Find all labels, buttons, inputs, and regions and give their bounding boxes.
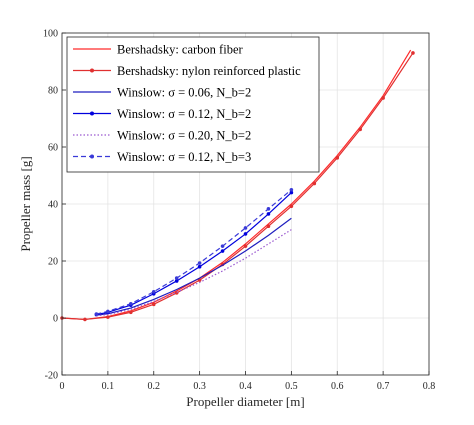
series-point-1: [266, 224, 271, 229]
y-axis-label: Propeller mass [g]: [18, 156, 33, 251]
x-tick-label: 0.8: [423, 381, 436, 392]
series-point-5: [266, 207, 271, 211]
legend-box: [66, 36, 320, 173]
series-point-5: [106, 309, 110, 314]
series-line-5: [96, 189, 292, 315]
x-tick-label: 0.6: [331, 381, 344, 392]
series-point-3: [243, 232, 248, 236]
series-line-2: [96, 217, 292, 316]
series-layer: [60, 49, 415, 322]
series-point-1: [411, 51, 415, 55]
series-point-5: [94, 312, 99, 316]
y-tick-label: 60: [48, 143, 58, 154]
series-point-5: [289, 187, 294, 192]
series-point-3: [220, 249, 225, 253]
series-point-5: [243, 226, 248, 230]
series-point-3: [289, 190, 294, 195]
x-tick-label: 0.5: [285, 381, 298, 392]
series-point-5: [197, 261, 202, 265]
series-point-3: [197, 264, 202, 269]
series-point-5: [151, 289, 156, 294]
y-tick-label: 80: [48, 86, 58, 97]
legend-label-4: Winslow: σ = 0.20, N_b=2: [117, 129, 251, 143]
legend-marker-3: [90, 111, 94, 116]
series-point-1: [83, 317, 87, 322]
y-tick-label: 100: [43, 29, 58, 40]
series-point-1: [289, 204, 294, 209]
legend-label-0: Bershadsky: carbon fiber: [117, 43, 243, 57]
series-point-1: [358, 127, 362, 132]
series-point-3: [174, 279, 179, 283]
series-point-3: [266, 212, 271, 216]
legend-marker-5: [90, 154, 94, 159]
x-tick-label: 0.4: [239, 381, 252, 392]
series-point-5: [220, 244, 225, 248]
series-line-3: [96, 192, 292, 316]
series-point-1: [335, 156, 340, 160]
series-point-1: [381, 96, 385, 100]
series-point-1: [312, 181, 317, 186]
series-point-1: [151, 302, 156, 307]
x-axis-label: Propeller diameter [m]: [186, 394, 304, 409]
series-line-1: [61, 52, 414, 321]
y-tick-label: 40: [48, 200, 58, 211]
series-point-1: [129, 310, 133, 315]
x-tick-label: 0.3: [193, 381, 206, 392]
series-line-0: [61, 49, 412, 321]
legend-marker-1: [90, 68, 94, 73]
y-tick-label: 0: [53, 314, 58, 325]
series-point-5: [174, 276, 179, 280]
legend: Bershadsky: carbon fiber Bershadsky: nylo…: [66, 36, 320, 173]
x-tick-label: 0.1: [102, 381, 115, 392]
series-point-1: [106, 315, 110, 319]
x-tick-label: 0.2: [148, 381, 161, 392]
x-tick-label: 0.7: [377, 381, 390, 392]
legend-label-5: Winslow: σ = 0.12, N_b=3: [117, 150, 251, 164]
series-point-1: [243, 244, 248, 248]
legend-label-2: Winslow: σ = 0.06, N_b=2: [117, 86, 251, 100]
legend-label-1: Bershadsky: nylon reinforced plastic: [117, 64, 301, 78]
x-tick-label: 0: [60, 381, 65, 392]
y-tick-label: 20: [48, 257, 58, 268]
legend-label-3: Winslow: σ = 0.12, N_b=2: [117, 107, 251, 121]
y-tick-label: -20: [45, 371, 58, 382]
series-point-5: [129, 301, 133, 306]
